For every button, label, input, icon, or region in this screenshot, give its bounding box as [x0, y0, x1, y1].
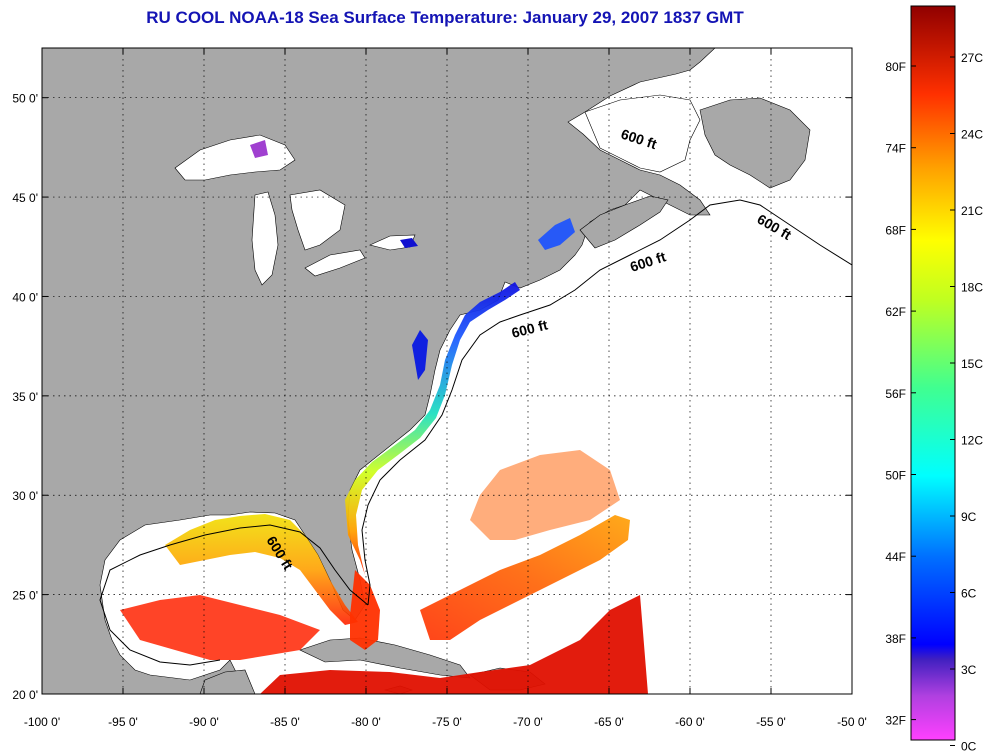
colorbar-fahrenheit-labels: 80F 74F 68F 62F 56F 50F 44F 38F 32F [885, 60, 906, 728]
colorbar-c-label: 0C [961, 740, 977, 754]
colorbar-celsius-labels: 27C 24C 21C 18C 15C 12C 9C 6C 3C 0C [961, 51, 983, 754]
lat-tick-label: 45 0' [12, 191, 38, 205]
colorbar-f-label: 56F [885, 387, 906, 401]
colorbar-f-label: 68F [885, 223, 906, 237]
sst-gulf-loop-current [350, 570, 380, 650]
lat-tick-label: 40 0' [12, 290, 38, 304]
colorbar-c-label: 27C [961, 51, 983, 65]
sst-chesapeake [412, 330, 428, 380]
lon-tick-label: -90 0' [189, 715, 219, 729]
colorbar-f-label: 74F [885, 142, 906, 156]
axis-ticks [41, 48, 853, 695]
colorbar-ticks [911, 56, 955, 746]
colorbar-c-label: 3C [961, 663, 977, 677]
lon-tick-label: -65 0' [594, 715, 624, 729]
colorbar-c-label: 18C [961, 281, 983, 295]
colorbar-c-label: 12C [961, 434, 983, 448]
colorbar-c-label: 9C [961, 510, 977, 524]
colorbar-c-label: 15C [961, 357, 983, 371]
lake-michigan [251, 191, 279, 286]
lon-tick-label: -75 0' [432, 715, 462, 729]
sst-ontario [400, 238, 418, 248]
lon-tick-label: -55 0' [756, 715, 786, 729]
sst-superior-patch [250, 140, 268, 158]
sst-gulf-stream [420, 515, 630, 640]
lon-tick-label: -80 0' [351, 715, 381, 729]
lake-erie [304, 249, 366, 277]
latitude-labels: 20 0' 25 0' 30 0' 35 0' 40 0' 45 0' 50 0' [12, 92, 38, 702]
gulf-of-st-lawrence [584, 94, 701, 173]
sst-sargasso-patches [470, 450, 620, 540]
map-title: RU COOL NOAA-18 Sea Surface Temperature:… [146, 8, 744, 27]
sst-gulf-northern-shelf [165, 514, 358, 625]
colorbar-f-label: 80F [885, 60, 906, 74]
lon-tick-label: -85 0' [270, 715, 300, 729]
colorbar-c-label: 6C [961, 587, 977, 601]
sst-caribbean [260, 595, 648, 694]
lat-tick-label: 25 0' [12, 589, 38, 603]
lat-tick-label: 50 0' [12, 92, 38, 106]
land-nova-scotia [579, 195, 669, 249]
lat-tick-label: 35 0' [12, 390, 38, 404]
longitude-labels: -100 0' -95 0' -90 0' -85 0' -80 0' -75 0' -70… [24, 715, 867, 729]
lat-tick-label: 30 0' [12, 489, 38, 503]
sst-gulf-south [120, 595, 320, 660]
land-north-america [42, 48, 716, 694]
lon-tick-label: -70 0' [513, 715, 543, 729]
colorbar-c-label: 21C [961, 204, 983, 218]
colorbar-f-label: 32F [885, 714, 906, 728]
land-newfoundland [699, 97, 811, 189]
sst-gulf-of-maine [538, 218, 575, 250]
lat-tick-label: 20 0' [12, 688, 38, 702]
lon-tick-label: -100 0' [24, 715, 60, 729]
lon-tick-label: -50 0' [837, 715, 867, 729]
isobath-600ft [361, 199, 852, 606]
isobath-600ft-gulf [99, 524, 369, 666]
lon-tick-label: -95 0' [108, 715, 138, 729]
colorbar-f-label: 62F [885, 305, 906, 319]
lon-tick-label: -60 0' [675, 715, 705, 729]
colorbar [910, 5, 956, 741]
land-yucatan [199, 669, 256, 694]
lake-huron [289, 189, 346, 251]
colorbar-f-label: 50F [885, 469, 906, 483]
colorbar-c-label: 24C [961, 128, 983, 142]
colorbar-f-label: 44F [885, 550, 906, 564]
colorbar-f-label: 38F [885, 632, 906, 646]
